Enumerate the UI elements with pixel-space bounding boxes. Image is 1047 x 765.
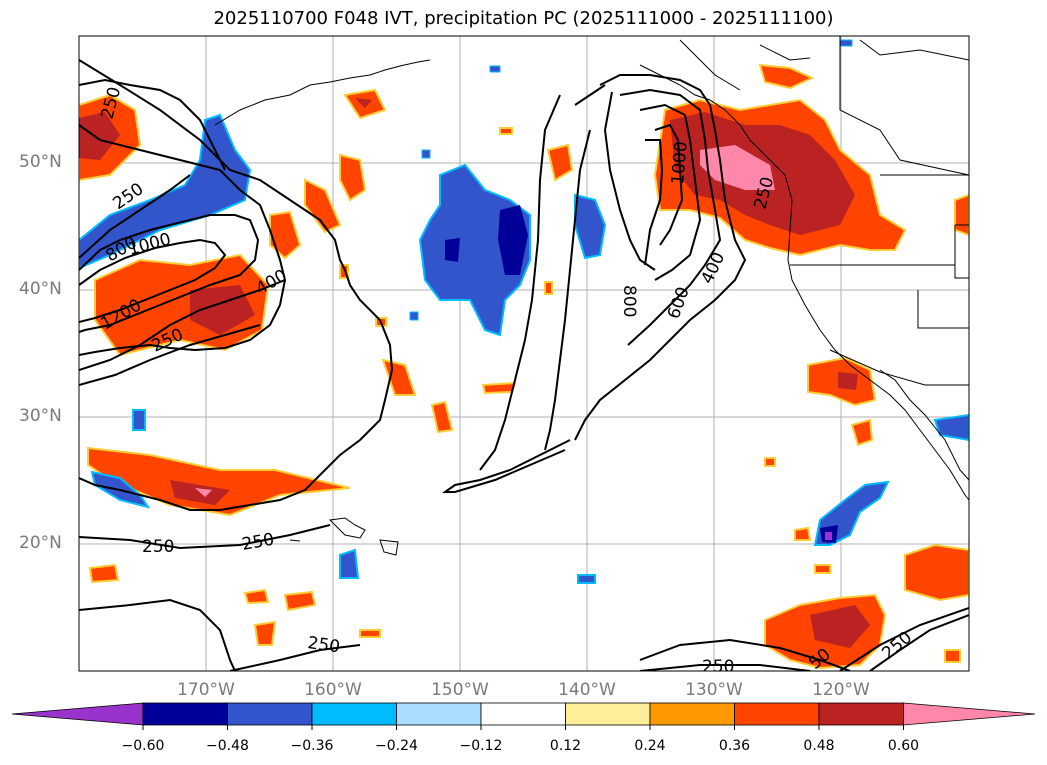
- contour-label: 1000: [668, 141, 692, 186]
- contour-label: 800: [619, 285, 639, 317]
- contour-label: 250: [306, 633, 341, 657]
- colorbar-tick-label: −0.48: [206, 738, 249, 754]
- lat-label-20n: 20°N: [19, 533, 62, 553]
- colorbar-bin: [818, 702, 904, 726]
- coastlines: [214, 36, 969, 556]
- colorbar-extend-high: [903, 702, 1036, 726]
- lon-label-140w: 140°W: [558, 680, 616, 700]
- colorbar-bin: [311, 702, 397, 726]
- map-frame: [78, 35, 970, 672]
- colorbar-tick-label: −0.12: [459, 738, 503, 754]
- lon-label-150w: 150°W: [431, 680, 489, 700]
- colorbar-tick-label: 0.60: [887, 738, 920, 754]
- colorbar-bin: [565, 702, 651, 726]
- colorbar-tick-label: 0.12: [549, 738, 582, 754]
- colorbar-bin: [734, 702, 820, 726]
- ivt-contours: [79, 59, 969, 671]
- colorbar-bin: [396, 702, 482, 726]
- lon-label-120w: 120°W: [812, 680, 870, 700]
- colorbar-bin: [227, 702, 313, 726]
- colorbar-bin: [142, 702, 228, 726]
- contour-label: 250: [142, 537, 174, 557]
- colorbar-bin: [649, 702, 735, 726]
- figure-title: 2025110700 F048 IVT, precipitation PC (2…: [213, 8, 834, 29]
- colorbar-tick-label: 0.24: [634, 738, 666, 754]
- contour-label: 250: [702, 657, 734, 677]
- lon-label-130w: 130°W: [685, 680, 743, 700]
- colorbar-bin: [480, 702, 566, 726]
- colorbar-tick-label: −0.36: [290, 738, 334, 754]
- lat-label-30n: 30°N: [19, 406, 62, 426]
- colorbar-tick-label: 0.48: [803, 738, 835, 754]
- colorbar-tick-label: −0.24: [375, 738, 418, 754]
- colorbar-extend-low: [11, 702, 144, 726]
- lat-label-50n: 50°N: [19, 152, 62, 172]
- lat-label-40n: 40°N: [19, 279, 62, 299]
- lon-label-170w: 170°W: [177, 680, 235, 700]
- lon-label-160w: 160°W: [304, 680, 362, 700]
- colorbar-tick-label: 0.36: [718, 738, 751, 754]
- colorbar: [11, 702, 1036, 730]
- colorbar-tick-label: −0.60: [121, 738, 165, 754]
